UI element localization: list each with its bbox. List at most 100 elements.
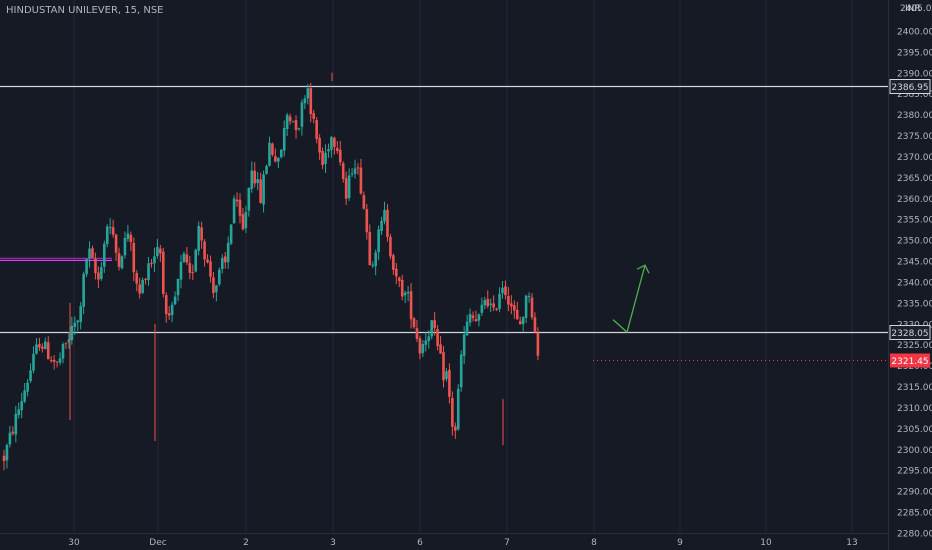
candle-body bbox=[46, 342, 50, 360]
candle-body bbox=[117, 253, 121, 267]
y-tick-label: 2395.00 bbox=[897, 48, 932, 58]
candle-body bbox=[108, 227, 112, 229]
candle-body bbox=[433, 320, 436, 329]
candle-body bbox=[82, 273, 85, 307]
candle-body bbox=[182, 253, 186, 262]
projection-line bbox=[612, 265, 646, 334]
candle-body bbox=[330, 137, 333, 150]
x-tick-label: 13 bbox=[846, 538, 857, 548]
candle-body bbox=[315, 120, 318, 139]
y-tick-label: 2295.00 bbox=[897, 467, 932, 477]
candle-body bbox=[324, 152, 327, 164]
candle-body bbox=[507, 295, 510, 305]
candle-body bbox=[73, 322, 77, 327]
candle-body bbox=[212, 277, 215, 294]
time-axis: 30 Dec 2 3 6 7 8 9 10 13 bbox=[0, 533, 888, 548]
candle-body bbox=[123, 237, 127, 256]
last-price-label: 2321.45 bbox=[891, 357, 928, 367]
candle-body bbox=[471, 315, 475, 319]
candle-body bbox=[200, 227, 203, 241]
y-tick-label: 2290.00 bbox=[897, 488, 932, 498]
candle-body bbox=[141, 279, 144, 293]
candle-body bbox=[277, 157, 280, 162]
candle-body bbox=[418, 338, 422, 354]
candle-body bbox=[353, 168, 357, 174]
candle-body bbox=[220, 258, 224, 270]
candle-body bbox=[415, 328, 419, 339]
candle-body bbox=[147, 263, 150, 281]
candle-body bbox=[55, 361, 59, 363]
candle-body bbox=[176, 278, 180, 296]
candle-body bbox=[424, 340, 428, 345]
candle-body bbox=[409, 291, 413, 320]
candle-body bbox=[403, 292, 407, 296]
candle-body bbox=[8, 432, 12, 445]
candle-body bbox=[300, 102, 304, 127]
candle-body bbox=[223, 256, 227, 263]
candle-body bbox=[327, 149, 330, 152]
candle-body bbox=[262, 174, 265, 205]
candle-body bbox=[67, 339, 71, 343]
candle-body bbox=[383, 210, 386, 222]
candle-body bbox=[238, 199, 242, 216]
candle-body bbox=[144, 279, 147, 281]
y-tick-label: 2335.00 bbox=[897, 299, 932, 309]
candle-body bbox=[359, 167, 363, 194]
candle-body bbox=[38, 344, 41, 348]
x-tick-label: Dec bbox=[149, 538, 166, 548]
candle-body bbox=[215, 285, 218, 293]
candle-body bbox=[297, 128, 301, 130]
y-tick-label: 2370.00 bbox=[897, 153, 932, 163]
y-tick-label: 2310.00 bbox=[897, 404, 932, 414]
chart-title: HINDUSTAN UNILEVER, 15, NSE bbox=[6, 5, 164, 16]
candle-body bbox=[194, 249, 198, 272]
candle-body bbox=[451, 397, 454, 427]
candle-body bbox=[347, 175, 351, 199]
y-tick-label: 2345.00 bbox=[897, 258, 932, 268]
candle-body bbox=[427, 336, 431, 341]
candle-body bbox=[421, 344, 425, 354]
candle-body bbox=[380, 220, 383, 231]
candle-body bbox=[530, 297, 534, 318]
projection-arrow bbox=[612, 264, 650, 334]
x-tick-label: 9 bbox=[677, 538, 683, 548]
candle-body bbox=[454, 426, 457, 431]
candle-body bbox=[159, 248, 162, 254]
x-tick-label: 8 bbox=[591, 538, 597, 548]
candle-body bbox=[135, 273, 139, 284]
candle-body bbox=[321, 150, 324, 166]
candle-body bbox=[344, 178, 348, 199]
candle-body bbox=[513, 305, 516, 311]
candle-body bbox=[338, 149, 342, 163]
projection-arrowhead bbox=[636, 264, 650, 274]
candle-body bbox=[170, 304, 174, 316]
candle-body bbox=[229, 224, 233, 244]
candle-body bbox=[79, 306, 82, 322]
candle-body bbox=[105, 226, 109, 245]
candle-body bbox=[156, 246, 159, 256]
x-tick-label: 2 bbox=[243, 538, 249, 548]
grid bbox=[73, 0, 853, 533]
candle-body bbox=[126, 233, 130, 239]
candle-body bbox=[386, 209, 389, 238]
candle-body bbox=[365, 209, 369, 233]
candle-body bbox=[294, 120, 298, 130]
candle-body bbox=[14, 413, 18, 435]
candle-body bbox=[489, 303, 493, 305]
y-tick-label: 2380.00 bbox=[897, 111, 932, 121]
candle-body bbox=[102, 243, 106, 267]
candle-body bbox=[61, 344, 65, 359]
candle-body bbox=[430, 320, 434, 337]
candle-body bbox=[395, 268, 398, 277]
candle-body bbox=[97, 272, 100, 280]
candle-body bbox=[341, 163, 345, 180]
candle-body bbox=[445, 371, 448, 380]
candle-body bbox=[26, 382, 29, 392]
candle-body bbox=[518, 321, 522, 325]
candle-body bbox=[442, 352, 445, 381]
candle-body bbox=[483, 300, 487, 306]
y-tick-label: 2400.00 bbox=[897, 27, 932, 37]
candle-body bbox=[303, 98, 307, 104]
